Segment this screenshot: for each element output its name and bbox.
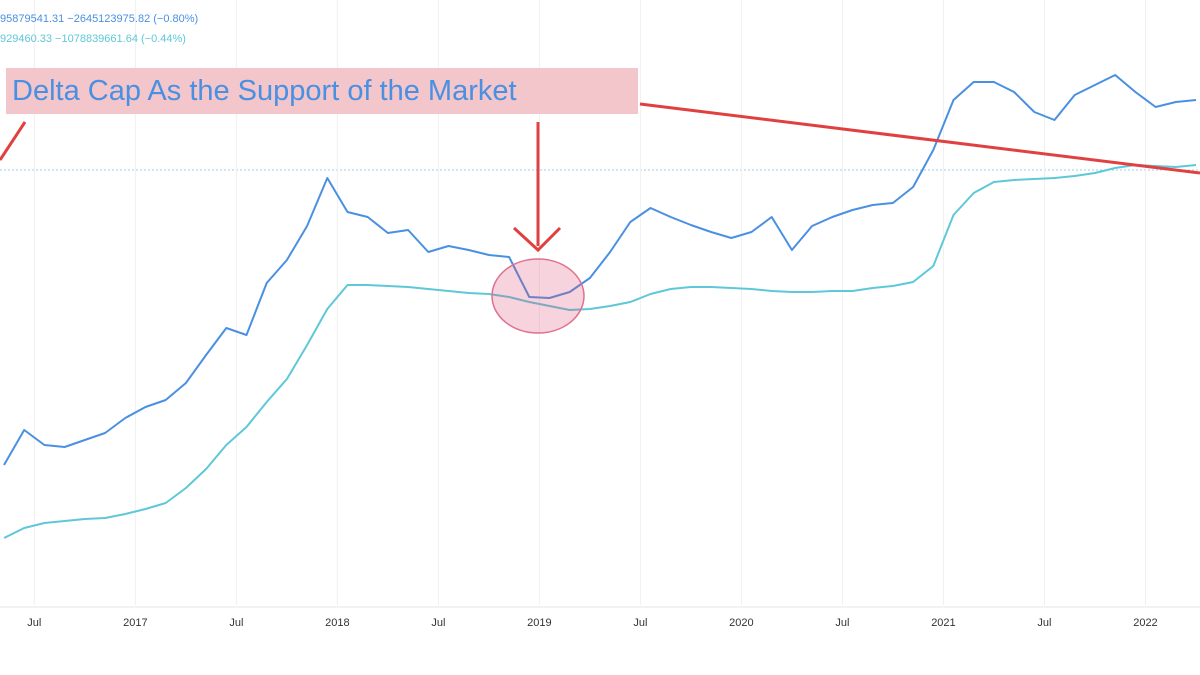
annotation: Delta Cap As the Support of the Market [12,75,517,107]
x-tick-label: Jul [1037,617,1051,629]
x-tick-label: 2022 [1133,617,1157,629]
x-tick-label: 2018 [325,617,349,629]
readout: 929460.33 −1078839661.64 (−0.44%) [0,33,186,45]
x-tick-label: 2020 [729,617,753,629]
x-tick-label: 2017 [123,617,147,629]
x-tick-label: Jul [835,617,849,629]
x-tick-label: 2019 [527,617,551,629]
x-tick-label: Jul [633,617,647,629]
x-tick-label: Jul [431,617,445,629]
x-tick-label: Jul [27,617,41,629]
x-tick-label: 2021 [931,617,955,629]
annotation-box [6,68,638,114]
series-line [3,164,1197,539]
highlight [491,258,585,334]
arrow-head [512,226,562,253]
x-tick-label: Jul [229,617,243,629]
trend-line [639,102,1200,175]
series-line [3,74,1197,466]
trend-line [0,121,27,161]
readout: 95879541.31 −2645123975.82 (−0.80%) [0,13,198,25]
